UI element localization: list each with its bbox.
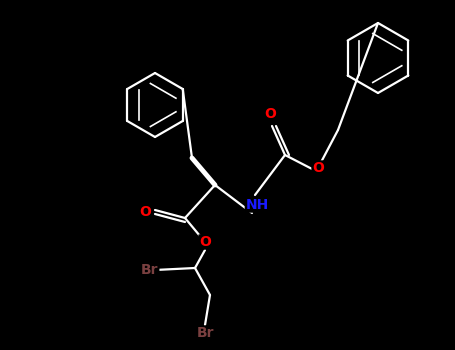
Text: O: O — [199, 235, 211, 249]
Text: O: O — [264, 107, 276, 121]
Text: Br: Br — [196, 326, 214, 340]
Text: O: O — [139, 205, 151, 219]
Text: O: O — [312, 161, 324, 175]
Text: NH: NH — [245, 198, 268, 212]
Text: Br: Br — [141, 263, 159, 277]
